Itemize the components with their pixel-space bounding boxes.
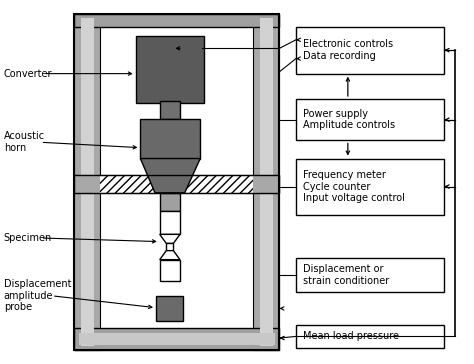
- Polygon shape: [160, 251, 180, 260]
- Text: Displacement or: Displacement or: [303, 264, 383, 274]
- Text: Acoustic
horn: Acoustic horn: [4, 131, 45, 153]
- Bar: [74, 175, 279, 193]
- Bar: [296, 258, 444, 292]
- Bar: [296, 325, 444, 348]
- Text: Frequency meter: Frequency meter: [303, 170, 386, 180]
- Text: Mean load pressure: Mean load pressure: [303, 332, 399, 341]
- Bar: [160, 260, 180, 281]
- Polygon shape: [140, 158, 200, 193]
- Bar: [166, 244, 173, 251]
- Bar: [74, 14, 100, 350]
- Text: Input voltage control: Input voltage control: [303, 193, 405, 203]
- Text: Displacement
amplitude
probe: Displacement amplitude probe: [4, 279, 71, 312]
- Text: strain conditioner: strain conditioner: [303, 276, 389, 286]
- Bar: [156, 296, 183, 321]
- Text: Cycle counter: Cycle counter: [303, 182, 370, 191]
- Bar: [296, 158, 444, 214]
- Bar: [160, 211, 180, 234]
- Text: Data recording: Data recording: [303, 51, 376, 61]
- Bar: [160, 102, 180, 119]
- Bar: [260, 17, 273, 347]
- Bar: [254, 175, 279, 193]
- Polygon shape: [160, 234, 180, 244]
- Bar: [74, 328, 279, 350]
- Bar: [74, 175, 100, 193]
- Bar: [79, 333, 275, 345]
- Bar: [74, 14, 279, 350]
- Bar: [136, 36, 204, 103]
- Bar: [74, 175, 279, 193]
- Text: Amplitude controls: Amplitude controls: [303, 120, 395, 130]
- Text: Electronic controls: Electronic controls: [303, 39, 393, 50]
- Bar: [254, 14, 279, 350]
- Bar: [74, 14, 279, 27]
- Bar: [160, 193, 180, 211]
- Bar: [140, 119, 200, 158]
- Bar: [81, 17, 94, 347]
- Text: Power supply: Power supply: [303, 109, 368, 119]
- Bar: [296, 27, 444, 74]
- Text: Specimen: Specimen: [4, 233, 52, 243]
- Bar: [296, 99, 444, 141]
- Text: Converter: Converter: [4, 69, 52, 79]
